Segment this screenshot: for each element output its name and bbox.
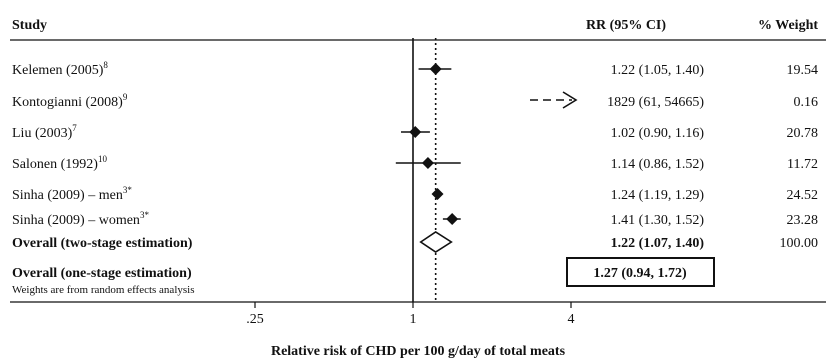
off-scale-arrow-head [562, 91, 578, 109]
weights-note: Weights are from random effects analysis [12, 284, 195, 296]
one-stage-box [566, 257, 715, 287]
weight-value: 19.54 [787, 63, 819, 78]
x-tick-label: .25 [246, 312, 264, 327]
overall-one-stage-label: Overall (one-stage estimation) [12, 266, 192, 281]
overall-two-stage-rr: 1.22 (1.07, 1.40) [611, 236, 705, 251]
weight-header: % Weight [758, 18, 818, 33]
rr-ci-value: 1.24 (1.19, 1.29) [611, 188, 705, 203]
rr-ci-value: 1.02 (0.90, 1.16) [611, 126, 705, 141]
point-estimate [429, 63, 442, 75]
point-estimate [421, 157, 434, 169]
point-estimate [409, 126, 422, 138]
overall-diamond [419, 231, 453, 253]
weight-value: 11.72 [787, 157, 818, 172]
rr-ci-header: RR (95% CI) [586, 18, 666, 33]
overall-two-stage-weight: 100.00 [780, 236, 819, 251]
rr-ci-value: 1.41 (1.30, 1.52) [611, 213, 705, 228]
study-label: Sinha (2009) – women3* [12, 210, 149, 228]
x-tick-label: 1 [410, 312, 417, 327]
study-header: Study [12, 18, 47, 33]
weight-value: 23.28 [787, 213, 819, 228]
rr-ci-value: 1.22 (1.05, 1.40) [611, 63, 705, 78]
rr-ci-value: 1829 (61, 54665) [607, 95, 704, 110]
study-label: Kelemen (2005)8 [12, 60, 108, 78]
study-label: Kontogianni (2008)9 [12, 92, 128, 110]
overall-one-stage-rr: 1.27 (0.94, 1.72) [593, 266, 687, 281]
x-axis-label: Relative risk of CHD per 100 g/day of to… [271, 344, 566, 359]
point-estimate [446, 213, 459, 225]
point-estimate [431, 188, 444, 200]
study-label: Liu (2003)7 [12, 123, 77, 141]
study-label: Sinha (2009) – men3* [12, 185, 132, 203]
weight-value: 20.78 [787, 126, 819, 141]
overall-two-stage-label: Overall (two-stage estimation) [12, 236, 193, 251]
x-tick-label: 4 [568, 312, 575, 327]
study-label: Salonen (1992)10 [12, 154, 107, 172]
rr-ci-value: 1.14 (0.86, 1.52) [611, 157, 705, 172]
weight-value: 0.16 [794, 95, 819, 110]
weight-value: 24.52 [787, 188, 819, 203]
